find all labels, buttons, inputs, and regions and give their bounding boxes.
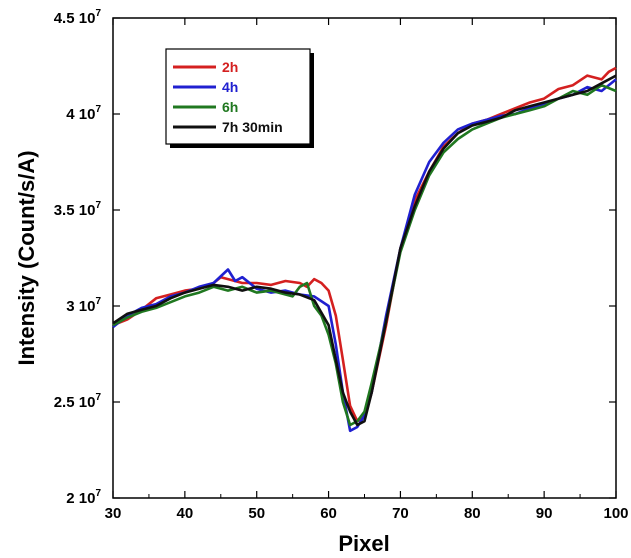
y-tick-exponent: 7	[95, 200, 101, 211]
legend: 2h 4h 6h 7h 30min	[165, 48, 314, 148]
legend-label-4: 7h 30min	[222, 119, 283, 135]
legend-label-3: 6h	[222, 99, 238, 115]
x-tick-label: 90	[536, 505, 553, 522]
y-tick-exponent: 7	[95, 8, 101, 19]
x-tick-label: 50	[248, 505, 265, 522]
y-tick-mantissa: 3.5 10	[54, 202, 96, 219]
x-axis-label: Pixel	[338, 531, 389, 556]
y-tick-label: 2 107	[66, 488, 101, 507]
y-tick-label: 3.5 107	[54, 200, 102, 219]
y-tick-mantissa: 2.5 10	[54, 394, 96, 411]
y-tick-mantissa: 2 10	[66, 490, 95, 507]
y-tick-mantissa: 4.5 10	[54, 10, 96, 27]
x-tick-label: 70	[392, 505, 409, 522]
y-tick-label: 4.5 107	[54, 8, 102, 27]
legend-label-2: 4h	[222, 79, 238, 95]
y-tick-mantissa: 3 10	[66, 298, 95, 315]
legend-items: 2h 4h 6h 7h 30min	[173, 59, 283, 135]
y-tick-exponent: 7	[95, 488, 101, 499]
series-line-3	[112, 83, 617, 427]
y-axis-label: Intensity (Count/s/A)	[14, 150, 39, 365]
y-tick-label: 2.5 107	[54, 392, 102, 411]
x-tick-label: 60	[320, 505, 337, 522]
x-tick-label: 40	[177, 505, 194, 522]
x-tick-label: 80	[464, 505, 481, 522]
y-tick-exponent: 7	[95, 296, 101, 307]
y-tick-mantissa: 4 10	[66, 106, 95, 123]
legend-label-1: 2h	[222, 59, 238, 75]
y-tick-label: 4 107	[66, 104, 101, 123]
x-tick-label: 100	[603, 505, 628, 522]
y-tick-label: 3 107	[66, 296, 101, 315]
y-tick-exponent: 7	[95, 392, 101, 403]
series-layer	[112, 66, 617, 433]
y-tick-exponent: 7	[95, 104, 101, 115]
series-line-4	[112, 74, 617, 427]
x-tick-label: 30	[105, 505, 122, 522]
